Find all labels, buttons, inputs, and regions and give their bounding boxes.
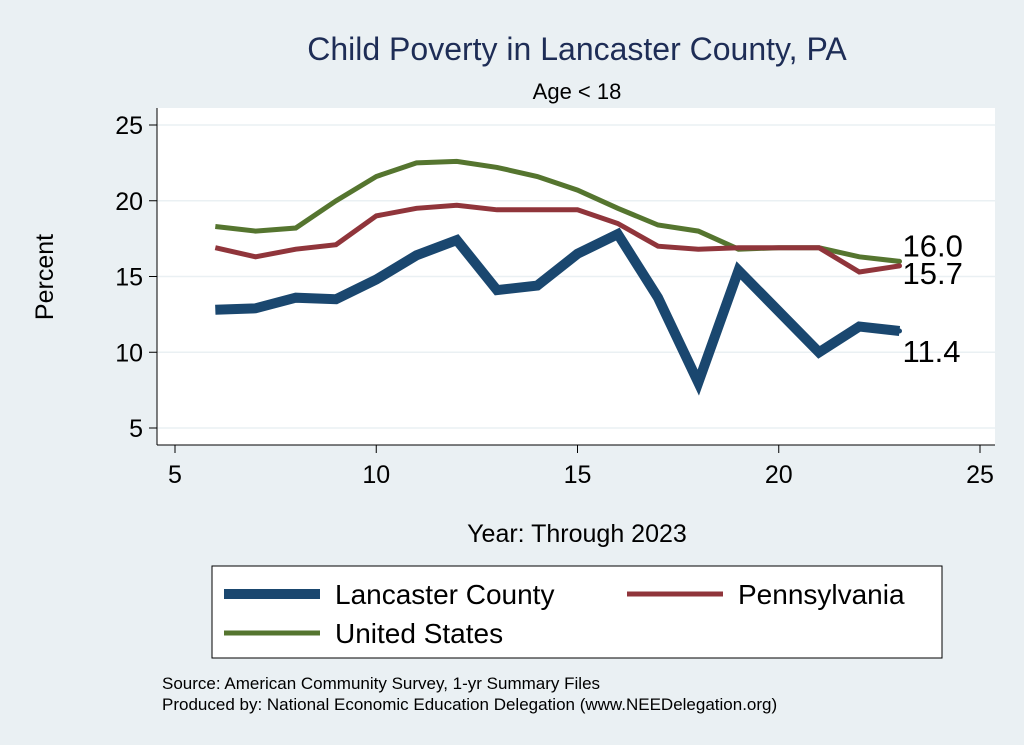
y-axis-title: Percent bbox=[31, 234, 59, 320]
x-tick-label-25: 25 bbox=[966, 461, 994, 489]
chart-title: Child Poverty in Lancaster County, PA bbox=[307, 31, 847, 67]
chart-subtitle: Age < 18 bbox=[533, 79, 622, 104]
end-label-united-states: 16.0 bbox=[903, 228, 963, 263]
end-labels: 11.4 15.716.0 bbox=[903, 228, 963, 369]
y-tick-label-5: 5 bbox=[129, 415, 143, 443]
series-end-point-pennsylvania bbox=[897, 263, 902, 269]
legend-box bbox=[211, 565, 943, 659]
x-tick-label-15: 15 bbox=[564, 461, 592, 489]
x-tick-label-5: 5 bbox=[168, 461, 182, 489]
series-line-lancaster-county bbox=[215, 227, 901, 396]
legend-label-lancaster-county: Lancaster County bbox=[335, 579, 554, 610]
series-end-point-lancaster-county bbox=[897, 328, 902, 334]
legend-label-united-states: United States bbox=[335, 618, 503, 649]
end-label-pennsylvania: 15.7 bbox=[903, 256, 963, 291]
y-ticks: 5 10 15 20 25 bbox=[115, 112, 157, 443]
gridlines bbox=[157, 124, 995, 429]
produced-by-note: Produced by: National Economic Education… bbox=[162, 695, 777, 714]
x-axis-title: Year: Through 2023 bbox=[467, 520, 687, 548]
series-line-pennsylvania bbox=[214, 202, 900, 275]
end-label-lancaster-county: 11.4 bbox=[903, 334, 961, 369]
y-tick-label-10: 10 bbox=[115, 339, 143, 367]
x-tick-label-20: 20 bbox=[765, 461, 793, 489]
series-lines bbox=[214, 158, 902, 396]
y-tick-label-20: 20 bbox=[115, 188, 143, 216]
x-ticks: 5 10 15 20 25 bbox=[168, 445, 994, 489]
x-tick-label-10: 10 bbox=[362, 461, 390, 489]
series-end-point-united-states bbox=[897, 258, 902, 264]
legend: Lancaster County Pennsylvania United State… bbox=[224, 579, 905, 649]
legend-label-pennsylvania: Pennsylvania bbox=[738, 579, 905, 610]
y-tick-label-25: 25 bbox=[115, 112, 143, 140]
y-tick-label-15: 15 bbox=[115, 264, 143, 292]
source-note: Source: American Community Survey, 1-yr … bbox=[162, 674, 600, 693]
